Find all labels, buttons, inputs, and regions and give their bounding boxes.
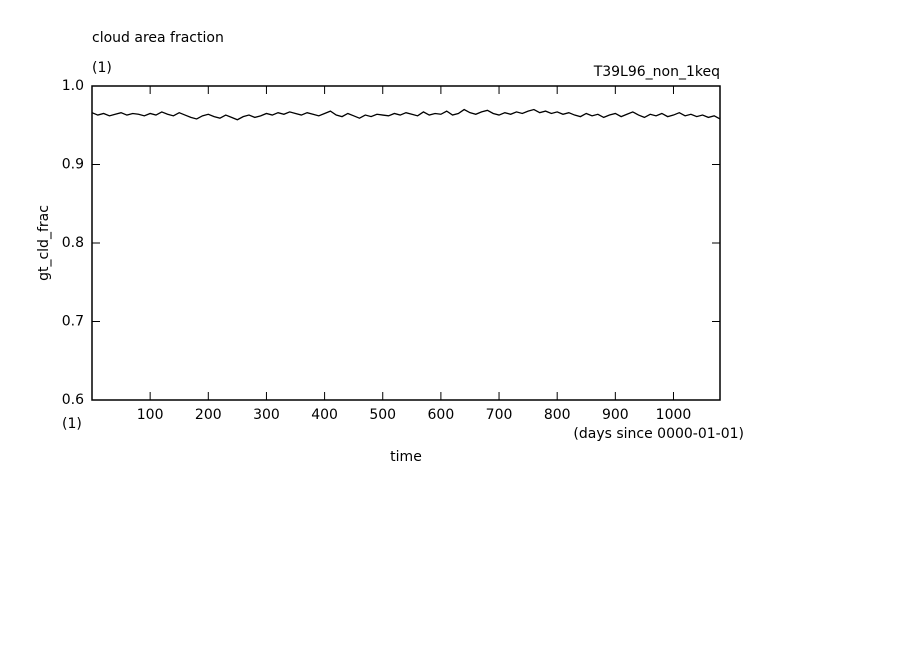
annotation: T39L96_non_1keq	[593, 64, 720, 80]
chart-title: cloud area fraction	[92, 30, 224, 46]
x-tick-label: 600	[428, 407, 455, 423]
x-tick-label: 100	[137, 407, 164, 423]
x-tick-label: 700	[486, 407, 513, 423]
x-tick-label: 400	[311, 407, 338, 423]
x-tick-label: 900	[602, 407, 629, 423]
y-tick-label: 0.8	[62, 235, 84, 251]
x-tick-label: 300	[253, 407, 280, 423]
data-line	[91, 108, 721, 121]
y-tick-label: 0.6	[62, 392, 84, 408]
subtitle: (1)	[92, 60, 112, 76]
y-tick-label: 1.0	[62, 78, 84, 94]
y-axis-label: gt_cld_frac	[36, 205, 52, 281]
x-note: (days since 0000-01-01)	[573, 426, 744, 442]
y-tick-label: 0.7	[62, 314, 84, 330]
x-tick-label: 200	[195, 407, 222, 423]
x-axis-label: time	[390, 449, 422, 465]
x-tick-label: 1000	[656, 407, 692, 423]
x-unit: (1)	[62, 416, 82, 432]
plot-frame	[91, 85, 721, 401]
x-tick-label: 800	[544, 407, 571, 423]
y-tick-label: 0.9	[62, 157, 84, 173]
x-tick-label: 500	[369, 407, 396, 423]
